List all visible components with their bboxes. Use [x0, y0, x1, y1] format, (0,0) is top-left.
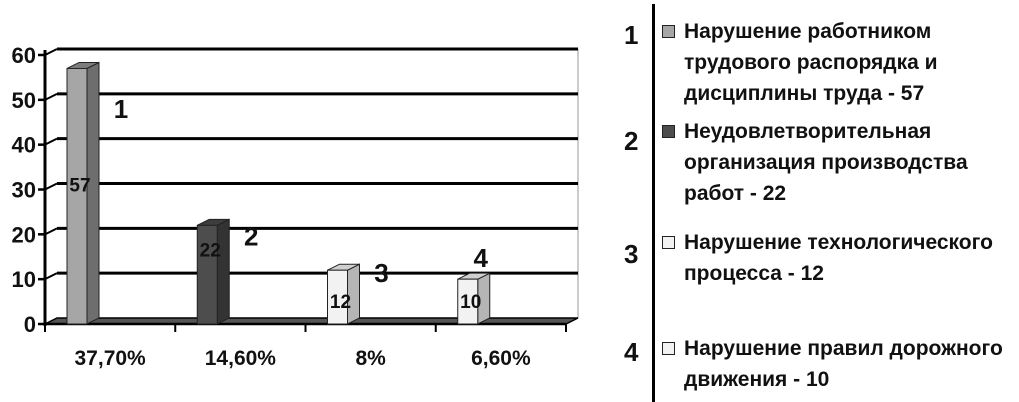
- bar-number-label: 4: [474, 243, 489, 273]
- y-tick-label: 0: [24, 312, 36, 337]
- legend-text: Нарушение работником трудового распорядк…: [684, 20, 938, 105]
- gridline-side: [44, 227, 58, 236]
- bar-front: [66, 67, 88, 325]
- bar-number-label: 1: [114, 94, 128, 124]
- bar-front: [196, 224, 218, 325]
- gridlines: [44, 47, 579, 318]
- bar-side: [216, 218, 230, 325]
- bar-number-label: 3: [374, 258, 388, 288]
- legend-number: 1: [624, 20, 639, 50]
- bar-value-label: 10: [460, 292, 481, 313]
- bar: 57 1: [66, 61, 128, 325]
- legend-number: 3: [624, 239, 639, 269]
- y-tick-label: 60: [12, 43, 36, 68]
- legend-swatch: [662, 125, 675, 138]
- bar-front: [457, 278, 479, 325]
- legend-text: Нарушение технологического процесса - 12: [684, 231, 993, 285]
- bar-value-label: 12: [330, 292, 351, 313]
- x-tick-label: 8%: [355, 347, 386, 370]
- gridline-side: [44, 137, 58, 146]
- x-tick-label: 6,60%: [471, 347, 531, 370]
- y-tick-label: 40: [12, 133, 36, 158]
- y-tick-label: 50: [12, 88, 36, 113]
- bar-number-label: 2: [244, 221, 258, 251]
- x-axis-ticks: 37,70% 14,60% 8% 6,60%: [44, 324, 567, 370]
- x-tick-label: 14,60%: [205, 347, 277, 370]
- bar: 12 3: [327, 258, 389, 325]
- x-tick-label: 37,70%: [75, 347, 147, 370]
- gridline-side: [44, 182, 58, 191]
- y-tick-label: 10: [12, 267, 36, 292]
- bar: 22 2: [196, 218, 258, 325]
- legend-number: 2: [624, 126, 639, 156]
- legend-frame: [652, 4, 655, 402]
- legend-swatch: [662, 236, 675, 249]
- y-axis-ticks: 0 10 20 30 40 50 60: [12, 43, 45, 337]
- bar: 10 4: [457, 243, 491, 325]
- gridline-side: [44, 272, 58, 281]
- axes: [43, 50, 579, 326]
- legend-text: Нарушение правил дорожного движения - 10: [684, 337, 1003, 391]
- legend-swatch: [662, 342, 675, 355]
- y-tick-label: 20: [12, 222, 36, 247]
- legend-text: Неудовлетворительная организация произво…: [684, 120, 968, 205]
- gridline-side: [44, 92, 58, 101]
- y-tick-label: 30: [12, 178, 36, 203]
- legend-swatch: [662, 25, 675, 38]
- legend-number: 4: [624, 337, 639, 367]
- bar-front: [327, 269, 348, 325]
- gridline-side: [44, 48, 58, 56]
- bar-value-label: 22: [200, 240, 221, 261]
- bar-value-label: 57: [69, 175, 90, 196]
- legend: 1 Нарушение работником трудового распоря…: [622, 0, 1019, 402]
